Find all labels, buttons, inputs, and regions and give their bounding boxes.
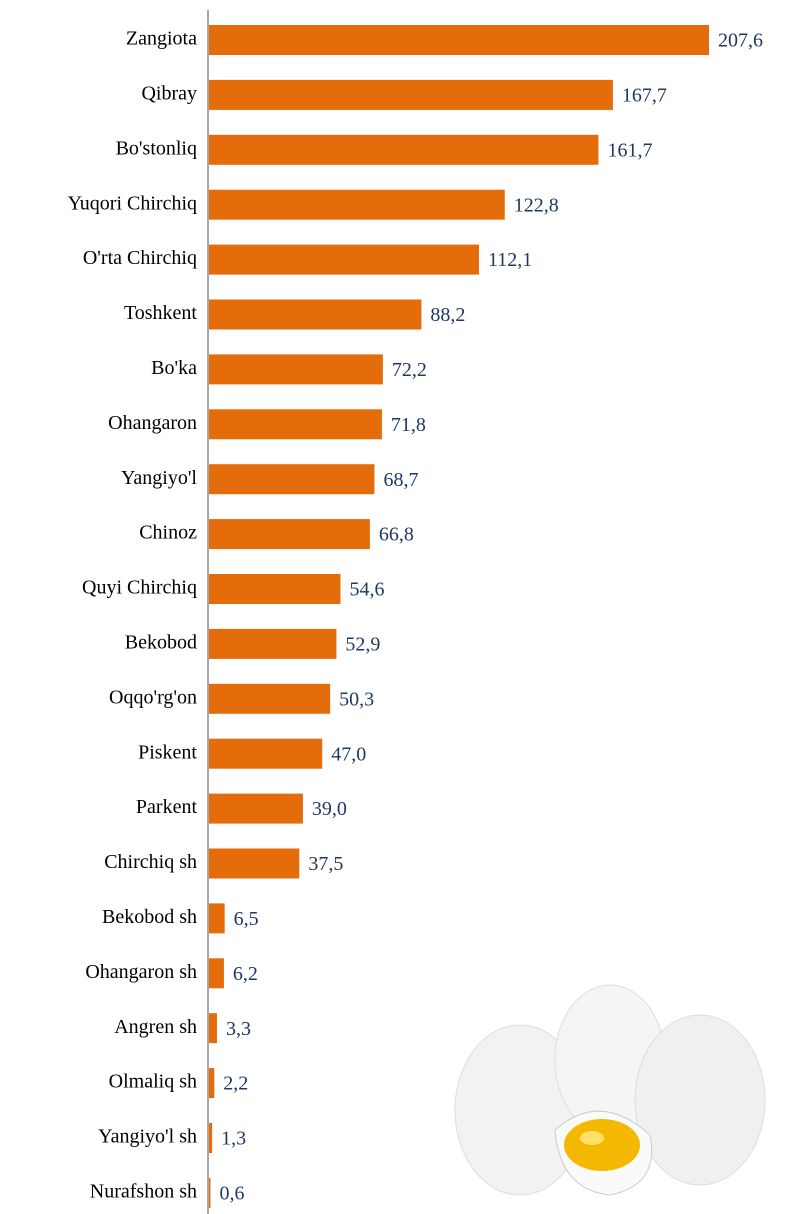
value-label: 66,8 bbox=[379, 524, 414, 546]
bar bbox=[209, 574, 341, 604]
category-label: Angren sh bbox=[114, 1016, 197, 1038]
value-label: 52,9 bbox=[345, 633, 380, 655]
value-label: 207,6 bbox=[718, 30, 763, 52]
value-label: 3,3 bbox=[226, 1018, 251, 1040]
category-label: Nurafshon sh bbox=[90, 1180, 197, 1202]
bar bbox=[209, 464, 375, 495]
bar bbox=[209, 903, 225, 934]
bar bbox=[209, 738, 323, 769]
bar bbox=[209, 189, 505, 220]
value-label: 54,6 bbox=[350, 579, 385, 601]
value-label: 37,5 bbox=[308, 853, 343, 875]
category-label: Olmaliq sh bbox=[109, 1071, 197, 1093]
value-label: 47,0 bbox=[331, 743, 366, 765]
category-label: Ohangaron bbox=[108, 412, 197, 434]
category-label: Yangiyo'l sh bbox=[98, 1126, 197, 1148]
category-label: O'rta Chirchiq bbox=[83, 247, 197, 269]
bar bbox=[209, 628, 337, 659]
bar bbox=[209, 1123, 213, 1153]
value-label: 122,8 bbox=[514, 194, 559, 216]
category-label: Yuqori Chirchiq bbox=[68, 192, 197, 214]
category-label: Piskent bbox=[138, 741, 197, 763]
value-label: 1,3 bbox=[221, 1128, 246, 1150]
value-label: 50,3 bbox=[339, 688, 374, 710]
category-label: Yangiyo'l bbox=[121, 467, 197, 489]
category-label: Parkent bbox=[136, 796, 198, 818]
value-label: 6,5 bbox=[234, 908, 259, 930]
bar bbox=[209, 519, 370, 550]
value-label: 167,7 bbox=[622, 84, 667, 106]
bar bbox=[209, 79, 613, 110]
value-label: 161,7 bbox=[607, 139, 652, 161]
value-label: 0,6 bbox=[219, 1182, 244, 1204]
category-label: Ohangaron sh bbox=[85, 961, 197, 983]
category-label: Bo'ka bbox=[151, 357, 197, 379]
bar bbox=[209, 1013, 217, 1044]
bar bbox=[209, 244, 479, 275]
value-label: 112,1 bbox=[488, 249, 532, 271]
category-label: Zangiota bbox=[126, 28, 197, 50]
egg-image bbox=[454, 984, 766, 1196]
category-label: Chinoz bbox=[139, 522, 197, 544]
value-label: 68,7 bbox=[383, 469, 418, 491]
category-label: Bekobod sh bbox=[102, 906, 197, 928]
category-label: Quyi Chirchiq bbox=[82, 577, 197, 599]
bar bbox=[209, 25, 709, 55]
bar bbox=[209, 958, 224, 989]
category-label: Bo'stonliq bbox=[116, 137, 197, 159]
bar bbox=[209, 1177, 211, 1208]
bar bbox=[209, 848, 300, 879]
category-label: Bekobod bbox=[125, 631, 197, 653]
value-label: 72,2 bbox=[392, 359, 427, 381]
bar bbox=[209, 299, 422, 330]
bar bbox=[209, 409, 382, 440]
bar bbox=[209, 134, 599, 165]
category-label: Qibray bbox=[141, 82, 197, 104]
bar bbox=[209, 1068, 215, 1099]
category-label: Oqqo'rg'on bbox=[109, 686, 197, 708]
bar bbox=[209, 354, 383, 385]
bar bbox=[209, 793, 303, 824]
bar bbox=[209, 683, 331, 714]
category-label: Toshkent bbox=[124, 302, 197, 324]
value-label: 39,0 bbox=[312, 798, 347, 820]
value-label: 2,2 bbox=[223, 1073, 248, 1095]
value-label: 88,2 bbox=[430, 304, 465, 326]
category-label: Chirchiq sh bbox=[104, 851, 197, 873]
value-label: 71,8 bbox=[391, 414, 426, 436]
value-label: 6,2 bbox=[233, 963, 258, 985]
